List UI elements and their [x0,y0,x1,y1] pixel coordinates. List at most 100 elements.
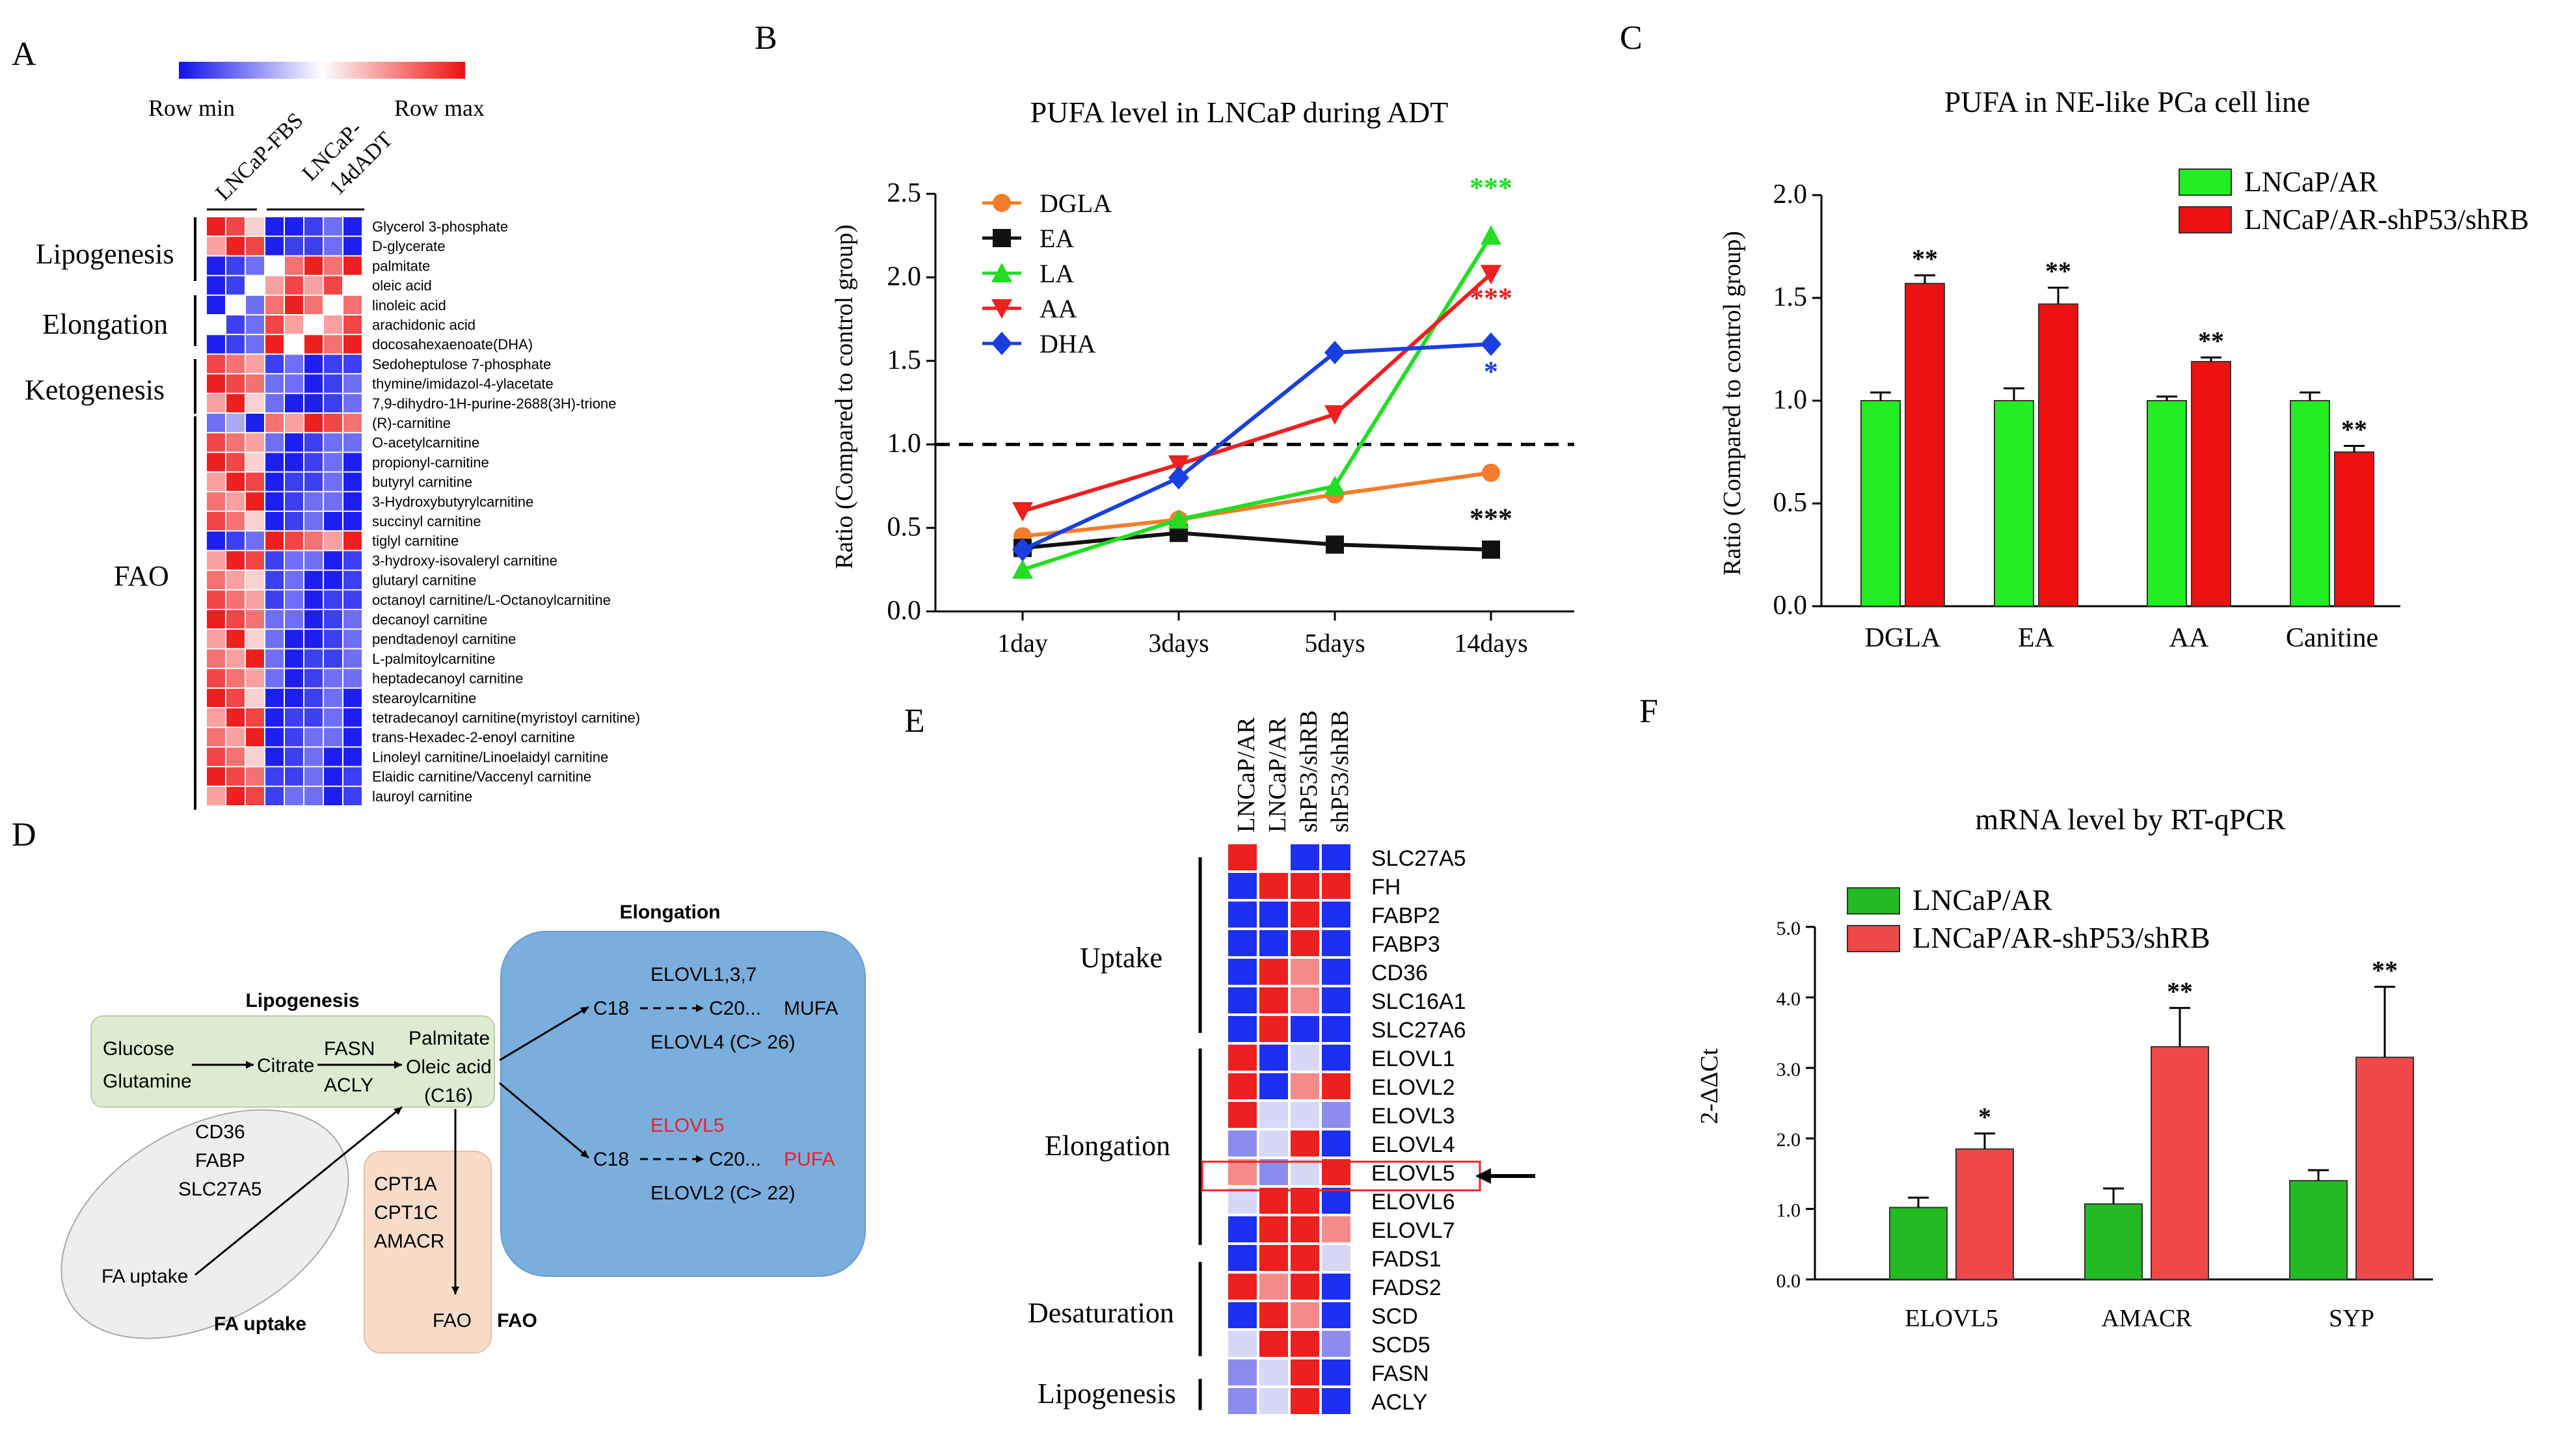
heatmap-a-cell [324,512,342,531]
heatmap-a-row-label: butyryl carnitine [372,474,472,490]
heatmap-a-cell [304,276,323,295]
heatmap-e-gene-label: CD36 [1371,961,1428,985]
data-point-dha [1324,340,1345,364]
heatmap-a-cell [246,590,264,609]
bar-lncap-ar [2289,1180,2348,1280]
heatmap-a-row-label: docosahexaenoate(DHA) [372,336,533,353]
heatmap-a-cell [285,492,303,511]
chart-c-title: PUFA in NE-like PCa cell line [1944,85,2311,118]
heatmap-a-cell [343,531,362,550]
panel-f: F mRNA level by RT-qPCR 2-ΔΔCt 0.0 1.0 2.0… [1639,693,2433,1332]
elongation-box [500,931,866,1277]
heatmap-a-cell [285,472,303,491]
heatmap-a-cell [207,315,225,334]
fa-uptake-title: FA uptake [214,1313,306,1335]
heatmap-a-cell [324,414,342,433]
heatmap-a-cell [226,708,245,727]
heatmap-a-row-label: stearoylcarnitine [372,690,476,706]
bar-lncap-ar-shp53-shrb [1955,1148,2014,1280]
heatmap-a-cell [226,630,245,648]
heatmap-a-cell [343,630,362,648]
heatmap-a-cell [207,747,225,766]
heatmap-a-cell [246,688,264,707]
heatmap-a-cell [265,728,284,747]
heatmap-a-row-label: heptadecanoyl carnitine [372,671,523,687]
heatmap-e-cell [1322,1016,1350,1042]
heatmap-a-cell [246,414,264,433]
heatmap-a-cell [343,708,362,727]
heatmap-e-cell [1291,1216,1319,1242]
chart-f-ylabel: 2-ΔΔCt [1696,1048,1723,1124]
y-tick-label: 4.0 [1777,988,1801,1009]
heatmap-e-gene-label: ELOVL5 [1371,1161,1455,1186]
heatmap-a-cell [246,630,264,648]
legend-swatch-marker [991,263,1012,282]
heatmap-a-cell [226,688,245,707]
heatmap-a-row-label: 3-Hydroxybutyrylcarnitine [372,494,533,510]
heatmap-a-cell [324,335,342,354]
heatmap-a-row-label: tetradecanoyl carnitine(myristoyl carnit… [372,710,640,726]
heatmap-e-cell [1259,1188,1288,1214]
panel-letter-c: C [1620,20,1643,57]
data-point-dgla [1482,463,1500,482]
significance-marker: ** [1912,244,1938,273]
heatmap-a-cell [343,610,362,629]
oleic-acid-label: Oleic acid [406,1056,492,1078]
heatmap-e-cell [1228,1102,1257,1128]
heatmap-e-cell [1322,1302,1350,1328]
heatmap-a-row-label: pendtadenoyl carnitine [372,631,516,647]
heatmap-a-cell [265,472,284,491]
y-tick-label: 0.5 [887,513,922,542]
legend-swatch [2179,206,2232,234]
heatmap-e-cell [1259,930,1288,956]
heatmap-a-cell [246,217,264,236]
heatmap-a-cell [226,786,245,805]
heatmap-e-cell [1322,1045,1350,1071]
c18-mufa-label: C18 [593,998,629,1019]
significance-marker: ** [2372,956,2398,985]
heatmap-a-cell [343,276,362,295]
heatmap-a-cell [304,492,323,511]
heatmap-e-cell [1259,1073,1288,1099]
heatmap-e-gene-label: ELOVL6 [1371,1190,1455,1214]
series-line-la [1022,234,1493,572]
heatmap-a-cell [207,570,225,589]
heatmap-a-cell [207,414,225,433]
series-line-aa [1022,273,1493,513]
significance-marker: * [1484,356,1498,388]
y-tick-label: 0.0 [887,596,922,626]
legend-swatch [1847,925,1900,952]
heatmap-a-cell [324,728,342,747]
heatmap-e-cell [1322,1359,1350,1385]
heatmap-a-cell [226,531,245,550]
heatmap-e-cell [1291,1073,1319,1099]
heatmap-a-cell [226,414,245,433]
heatmap-a-cell [207,786,225,805]
heatmap-e-cell [1322,1388,1350,1414]
series-line-dha [1021,342,1492,552]
legend-swatch-marker [993,229,1011,247]
heatmap-a-cell [324,394,342,412]
elovl2-label: ELOVL2 (C> 22) [651,1183,796,1204]
heatmap-a-cell [285,433,303,452]
heatmap-e-cell [1291,1302,1319,1328]
x-tick-label: EA [2018,623,2055,653]
heatmap-e-cell [1291,1388,1319,1414]
x-tick-label: AMACR [2101,1305,2192,1332]
palmitate-label: Palmitate [409,1028,490,1049]
heatmap-a-cell [246,708,264,727]
heatmap-a-cell [285,610,303,629]
heatmap-a-cell [343,354,362,373]
heatmap-e-cell [1228,1188,1257,1214]
heatmap-a-cell [285,315,303,334]
heatmap-e-gene-label: ELOVL2 [1371,1075,1455,1100]
heatmap-a-cell [265,433,284,452]
heatmap-a-cell [285,354,303,373]
data-point-la [1324,475,1345,496]
heatmap-a-cell [226,217,245,236]
cd36-label: CD36 [195,1121,245,1143]
heatmap-a-cell [265,414,284,433]
heatmap-a-row-label: octanoyl carnitine/L-Octanoylcarnitine [372,592,611,608]
heatmap-a-cell [246,256,264,275]
acly-label: ACLY [324,1075,373,1096]
